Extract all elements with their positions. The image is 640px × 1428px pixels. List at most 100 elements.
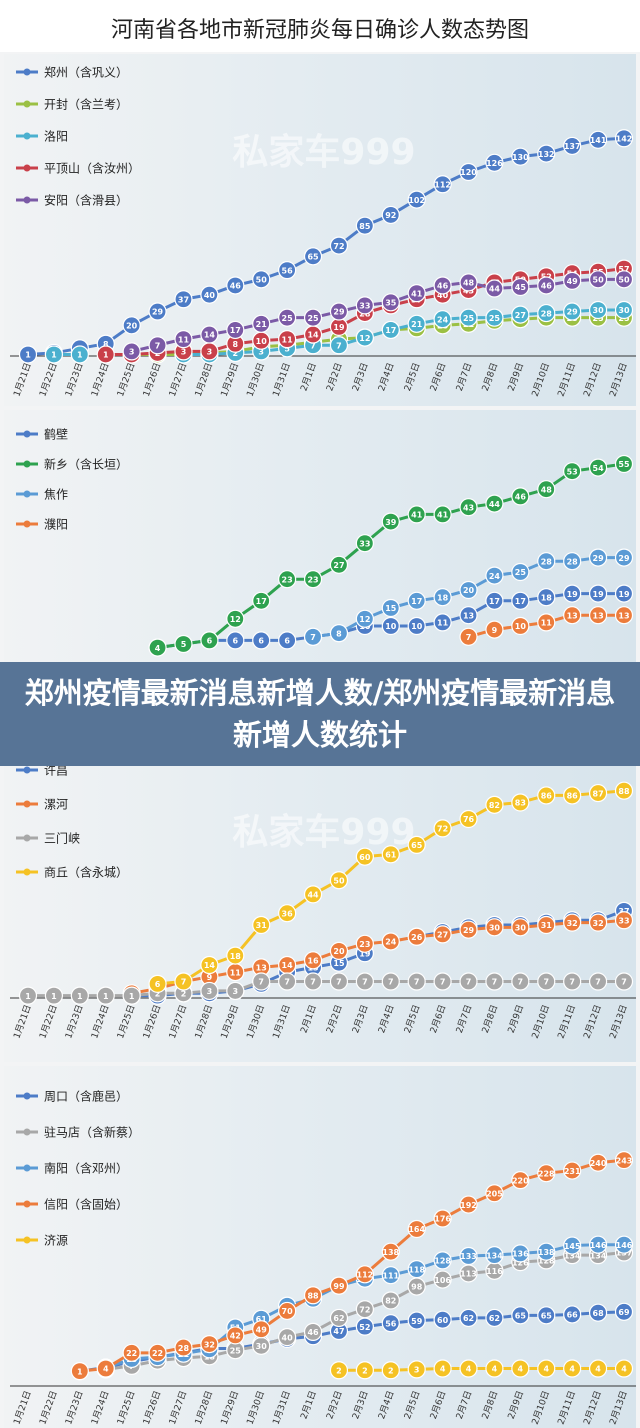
data-point — [381, 616, 400, 636]
x-tick-label: 2月9日 — [506, 1389, 526, 1420]
legend-item: 周口（含鹿邑） — [16, 1089, 128, 1104]
data-label: 88 — [307, 1291, 319, 1300]
data-point — [381, 1361, 400, 1380]
data-point — [278, 261, 297, 280]
data-point — [329, 302, 349, 321]
data-label: 145 — [564, 1242, 581, 1251]
data-point — [329, 1361, 349, 1380]
x-tick-label: 1月30日 — [245, 1389, 267, 1426]
data-label: 46 — [437, 282, 449, 291]
data-point — [614, 270, 634, 289]
data-point — [511, 487, 530, 506]
data-point — [381, 1314, 400, 1333]
data-point — [485, 279, 504, 298]
data-point — [537, 1242, 556, 1261]
x-tick-label: 2月12日 — [582, 1389, 604, 1426]
data-label: 65 — [307, 253, 319, 262]
data-label: 32 — [567, 919, 578, 928]
data-point — [563, 786, 582, 805]
data-point — [407, 190, 426, 209]
data-point — [96, 1359, 115, 1378]
data-label: 30 — [515, 924, 527, 933]
data-point — [433, 1251, 452, 1270]
data-point — [433, 819, 452, 838]
x-tick-label: 1月23日 — [63, 1389, 85, 1426]
legend-swatch-dot — [23, 834, 31, 842]
data-point — [355, 609, 374, 628]
legend-swatch-dot — [23, 1164, 31, 1172]
data-label: 17 — [515, 597, 526, 606]
data-point — [303, 1286, 323, 1305]
data-point — [485, 1308, 504, 1328]
data-point — [226, 946, 245, 965]
data-label: 6 — [284, 637, 290, 646]
data-label: 4 — [595, 1365, 601, 1374]
x-tick-label: 1月28日 — [193, 1003, 215, 1040]
chart-panel-3: 私家车999 1月21日 1月22日 1月23日 1月24日 1月25日 1月26日 1月27… — [4, 766, 636, 1062]
data-label: 136 — [512, 1250, 529, 1259]
series-1: 11223611131519262830313132333337 — [122, 901, 634, 1005]
legend-swatch-dot — [23, 520, 31, 528]
data-label: 116 — [486, 1267, 503, 1276]
x-tick-label: 1月24日 — [89, 1389, 111, 1426]
x-tick-label: 2月5日 — [402, 361, 422, 392]
x-tick-label: 2月3日 — [350, 1389, 370, 1420]
data-point — [200, 285, 219, 304]
data-label: 33 — [359, 302, 370, 311]
x-tick-label: 1月26日 — [141, 1003, 163, 1040]
data-label: 13 — [593, 611, 604, 620]
data-point — [278, 904, 297, 923]
data-label: 240 — [590, 1159, 607, 1168]
x-tick-label: 1月21日 — [11, 1003, 33, 1040]
data-label: 18 — [230, 952, 242, 961]
data-label: 126 — [512, 1258, 529, 1267]
data-point — [303, 570, 323, 589]
data-label: 56 — [282, 266, 294, 275]
data-label: 19 — [567, 590, 579, 599]
data-label: 6 — [155, 980, 161, 989]
data-point — [174, 290, 193, 309]
data-point — [303, 1322, 323, 1341]
data-label: 86 — [567, 792, 579, 801]
data-label: 2 — [233, 349, 239, 358]
page-title: 河南省各地市新冠肺炎每日确诊人数态势图 — [0, 0, 640, 52]
data-point — [252, 915, 271, 935]
data-label: 56 — [385, 1319, 397, 1328]
data-point — [407, 835, 426, 854]
data-point — [18, 345, 38, 364]
x-tick-label: 1月25日 — [115, 361, 137, 398]
data-label: 82 — [385, 1297, 396, 1306]
data-label: 60 — [359, 853, 371, 862]
data-label: 62 — [489, 1314, 500, 1323]
data-point — [355, 1361, 374, 1380]
x-tick-label: 2月9日 — [506, 361, 526, 392]
data-label: 59 — [411, 1317, 423, 1326]
data-point — [407, 972, 426, 991]
data-point — [200, 325, 219, 344]
data-label: 27 — [333, 561, 344, 570]
data-point — [381, 845, 400, 864]
data-point — [226, 631, 245, 650]
data-label: 50 — [256, 276, 268, 285]
data-label: 4 — [518, 1365, 524, 1374]
x-tick-label: 2月2日 — [324, 1003, 344, 1034]
data-point — [537, 552, 556, 571]
x-tick-label: 2月10日 — [530, 1003, 552, 1040]
chart-panel-4: 1月21日 1月22日 1月23日 1月24日 1月25日 1月26日 1月27日 1月28日… — [4, 1066, 636, 1428]
data-label: 44 — [489, 285, 501, 294]
data-point — [485, 1246, 504, 1265]
data-point — [174, 330, 193, 349]
data-point — [278, 570, 297, 589]
legend-swatch-dot — [23, 1236, 31, 1244]
data-label: 7 — [569, 978, 575, 987]
data-point — [563, 606, 582, 625]
data-point — [563, 1305, 582, 1324]
legend-item: 郑州（含巩义） — [16, 65, 128, 80]
data-label: 88 — [618, 787, 630, 796]
legend-item: 许昌 — [16, 766, 68, 778]
data-label: 106 — [434, 1276, 451, 1285]
data-label: 41 — [411, 289, 423, 298]
legend-item: 开封（含兰考） — [16, 97, 128, 112]
data-point — [511, 591, 530, 610]
data-label: 7 — [155, 341, 161, 350]
